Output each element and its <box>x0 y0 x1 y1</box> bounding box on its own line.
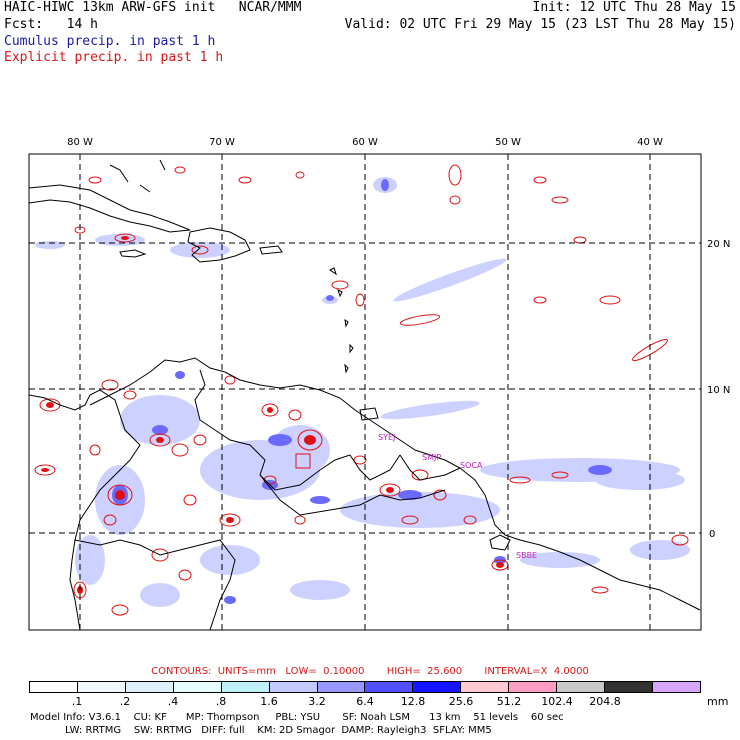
colorbar-tick-label: 3.2 <box>308 695 326 708</box>
colorbar-tick-label: 12.8 <box>400 695 426 708</box>
lat-label-20n: 20 N <box>707 239 730 250</box>
colorbar-swatch <box>509 682 558 692</box>
lat-lon-grid <box>29 154 701 630</box>
colorbar-tick-label: 204.8 <box>589 695 621 708</box>
station-labels: SYEJ SMJP SOCA SBBE <box>378 433 537 560</box>
model-info-line1: Model Info: V3.6.1 CU: KF MP: Thompson P… <box>30 712 564 723</box>
latitude-labels: 20 N 10 N 0 <box>707 239 730 540</box>
cumulus-precip-field <box>35 177 690 607</box>
station-sbbe: SBBE <box>516 551 537 560</box>
explicit-legend: Explicit precip. in past 1 h <box>4 50 224 65</box>
colorbar-tick-label: 1.6 <box>260 695 278 708</box>
colorbar-tick-label: 25.6 <box>448 695 474 708</box>
colorbar-swatch <box>221 682 270 692</box>
colorbar-swatch <box>77 682 126 692</box>
coastlines <box>29 159 701 630</box>
precip-colorbar <box>29 681 701 693</box>
colorbar-swatch <box>269 682 318 692</box>
colorbar-tick-label: .1 <box>71 695 83 708</box>
colorbar-swatch <box>30 682 78 692</box>
longitude-labels: 80 W 70 W 60 W 50 W 40 W <box>67 137 663 148</box>
colorbar-tick-label: 102.4 <box>541 695 573 708</box>
colorbar-tick-label: .8 <box>215 695 227 708</box>
colorbar-tick-label: 6.4 <box>356 695 374 708</box>
station-smjp: SMJP <box>422 453 441 462</box>
colorbar-swatch <box>461 682 510 692</box>
model-info-line2: LW: RRTMG SW: RRTMG DIFF: full KM: 2D Sm… <box>30 725 492 736</box>
model-title: HAIC-HIWC 13km ARW-GFS init NCAR/MMM <box>4 0 302 15</box>
lon-label-50w: 50 W <box>495 137 521 148</box>
cumulus-legend: Cumulus precip. in past 1 h <box>4 34 216 49</box>
colorbar-swatch <box>365 682 414 692</box>
colorbar-units: mm <box>707 695 729 708</box>
colorbar-swatch <box>557 682 606 692</box>
colorbar-swatch <box>652 682 700 692</box>
contours-legend: CONTOURS: UNITS=mm LOW= 0.10000 HIGH= 25… <box>151 666 589 677</box>
colorbar-swatch <box>605 682 653 692</box>
colorbar-swatch <box>125 682 174 692</box>
colorbar-swatch <box>317 682 366 692</box>
lon-label-70w: 70 W <box>209 137 235 148</box>
colorbar-swatch <box>413 682 462 692</box>
init-time: Init: 12 UTC Thu 28 May 15 <box>532 0 737 15</box>
lat-label-10n: 10 N <box>707 385 730 396</box>
explicit-precip-cores <box>41 236 504 594</box>
station-soca: SOCA <box>460 461 483 470</box>
forecast-hour: Fcst: 14 h <box>4 17 98 32</box>
lon-label-80w: 80 W <box>67 137 93 148</box>
lon-label-60w: 60 W <box>352 137 378 148</box>
lon-label-40w: 40 W <box>637 137 663 148</box>
station-syej: SYEJ <box>378 433 395 442</box>
colorbar-tick-label: .4 <box>167 695 179 708</box>
station-marker <box>295 453 311 469</box>
colorbar-swatch <box>173 682 222 692</box>
valid-time: Valid: 02 UTC Fri 29 May 15 (23 LST Thu … <box>344 17 736 32</box>
map-frame <box>28 153 702 631</box>
precip-map: 80 W 70 W 60 W 50 W 40 W 20 N 10 N 0 SYE… <box>28 137 730 631</box>
colorbar-tick-label: 51.2 <box>496 695 522 708</box>
lat-label-0: 0 <box>709 529 715 540</box>
colorbar-tick-label: .2 <box>119 695 131 708</box>
